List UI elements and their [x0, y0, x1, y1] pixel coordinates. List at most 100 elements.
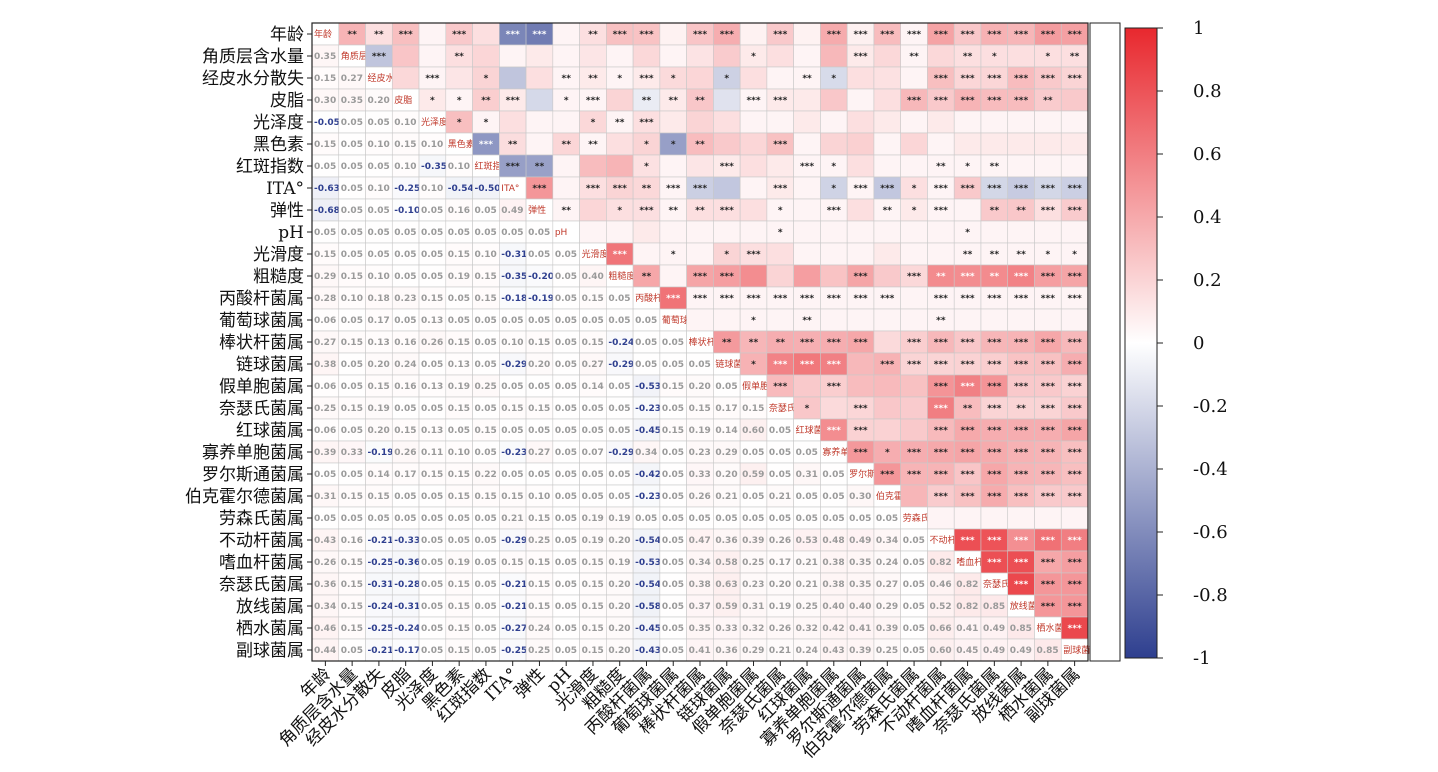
correlation-value: 0.05 — [635, 316, 657, 326]
correlation-value: 0.48 — [822, 536, 844, 546]
correlation-value: 0.05 — [555, 646, 577, 656]
significance-mark: *** — [1014, 536, 1028, 546]
heatmap-cell — [1034, 110, 1062, 134]
correlation-value: 0.05 — [421, 272, 443, 282]
correlation-value: 0.20 — [608, 646, 630, 656]
heatmap-cell — [820, 264, 848, 288]
heatmap-cell — [873, 110, 901, 134]
correlation-value: 0.35 — [341, 96, 363, 106]
colorbar-tick-label: 0.2 — [1193, 270, 1222, 291]
correlation-value: 0.24 — [876, 558, 898, 568]
correlation-value: 0.05 — [368, 162, 390, 172]
significance-mark: *** — [1041, 580, 1055, 590]
row-label: 栖水菌属 — [236, 619, 304, 639]
significance-mark: *** — [1041, 206, 1055, 216]
significance-mark: * — [778, 228, 783, 238]
correlation-value: 0.15 — [394, 140, 416, 150]
significance-mark: ** — [642, 96, 652, 106]
significance-mark: *** — [853, 30, 867, 40]
colorbar-tick-label: -0.8 — [1193, 585, 1228, 606]
correlation-value: 0.28 — [314, 294, 336, 304]
heatmap-cell — [1007, 308, 1035, 332]
correlation-value: 0.15 — [662, 426, 684, 436]
significance-mark: *** — [880, 294, 894, 304]
significance-mark: *** — [934, 96, 948, 106]
correlation-value: -0.29 — [501, 536, 527, 546]
heatmap-cell — [873, 220, 901, 244]
correlation-value: 0.20 — [608, 536, 630, 546]
heatmap-cell — [739, 110, 768, 134]
significance-mark: *** — [773, 96, 787, 106]
significance-mark: ** — [936, 272, 946, 282]
correlation-value: 0.21 — [501, 514, 523, 524]
heatmap-cell — [659, 220, 687, 244]
significance-mark: *** — [934, 184, 948, 194]
significance-mark: ** — [588, 30, 598, 40]
significance-mark: * — [430, 96, 435, 106]
correlation-value: 0.43 — [314, 536, 336, 546]
correlation-value: 0.05 — [582, 426, 604, 436]
significance-mark: *** — [853, 52, 867, 62]
significance-mark: *** — [693, 272, 707, 282]
correlation-value: 0.05 — [448, 294, 470, 304]
significance-mark: *** — [1014, 96, 1028, 106]
significance-mark: * — [644, 162, 649, 172]
correlation-value: 0.35 — [314, 52, 336, 62]
heatmap-cell — [686, 308, 714, 332]
correlation-value: -0.19 — [368, 448, 394, 458]
heatmap-cell — [659, 22, 687, 46]
correlation-value: 0.05 — [608, 426, 630, 436]
significance-mark: *** — [1041, 558, 1055, 568]
significance-mark: ** — [588, 140, 598, 150]
correlation-value: 0.26 — [421, 338, 443, 348]
row-label: 棒状杆菌属 — [219, 333, 304, 353]
significance-mark: *** — [1014, 338, 1028, 348]
heatmap-cell — [793, 374, 821, 398]
heatmap-cell — [953, 110, 982, 134]
correlation-value: 0.31 — [796, 470, 818, 480]
correlation-value: 0.15 — [582, 646, 604, 656]
correlation-value: 0.05 — [555, 470, 577, 480]
correlation-value: 0.20 — [715, 470, 737, 480]
significance-mark: *** — [961, 382, 975, 392]
correlation-value: 0.05 — [876, 514, 898, 524]
heatmap-cell — [873, 308, 901, 332]
heatmap-cell — [659, 44, 687, 68]
heatmap-cell — [606, 220, 634, 244]
correlation-value: 0.19 — [448, 558, 470, 568]
correlation-value: 0.05 — [501, 316, 523, 326]
heatmap-cell — [873, 264, 901, 288]
heatmap-cell — [846, 66, 875, 90]
significance-mark: *** — [853, 426, 867, 436]
correlation-value: 0.26 — [314, 558, 336, 568]
significance-mark: *** — [880, 30, 894, 40]
correlation-value: -0.54 — [635, 580, 661, 590]
correlation-value: 0.05 — [475, 338, 497, 348]
correlation-value: 0.34 — [314, 602, 336, 612]
correlation-value: 0.15 — [314, 74, 336, 84]
row-label: 伯克霍尔德菌属 — [185, 487, 304, 507]
correlation-value: 0.15 — [448, 602, 470, 612]
significance-mark: *** — [1014, 470, 1028, 480]
significance-mark: ** — [1016, 250, 1026, 260]
correlation-value: 0.05 — [662, 624, 684, 634]
significance-mark: ** — [722, 338, 732, 348]
significance-mark: *** — [1014, 382, 1028, 392]
significance-mark: *** — [907, 96, 921, 106]
correlation-value: 0.05 — [394, 514, 416, 524]
significance-mark: ** — [776, 338, 786, 348]
correlation-value: 0.05 — [555, 624, 577, 634]
heatmap-cell — [525, 44, 554, 68]
significance-mark: *** — [1041, 272, 1055, 282]
significance-mark: * — [778, 206, 783, 216]
correlation-value: 0.05 — [608, 294, 630, 304]
correlation-value: 0.05 — [368, 228, 390, 238]
heatmap-cell — [632, 242, 661, 266]
significance-mark: *** — [1068, 558, 1082, 568]
correlation-value: 0.05 — [903, 602, 925, 612]
significance-mark: *** — [1068, 580, 1082, 590]
significance-mark: *** — [1068, 206, 1082, 216]
significance-mark: *** — [506, 162, 520, 172]
heatmap-cell — [686, 110, 714, 134]
